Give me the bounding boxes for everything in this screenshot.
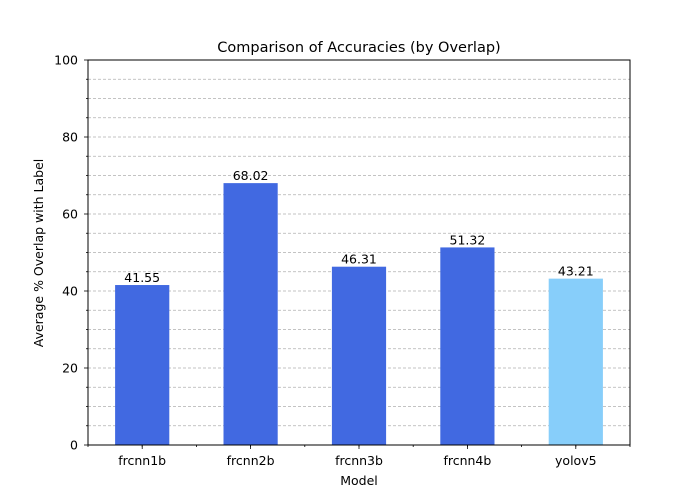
y-tick-label: 40: [62, 284, 78, 299]
y-tick-label: 60: [62, 207, 78, 222]
y-tick-label: 0: [70, 438, 78, 453]
y-axis-label: Average % Overlap with Label: [31, 159, 46, 347]
y-tick-label: 80: [62, 130, 78, 145]
data-label-frcnn2b: 68.02: [233, 168, 269, 183]
data-label-frcnn1b: 41.55: [124, 270, 160, 285]
x-axis-label: Model: [340, 473, 378, 488]
y-tick-label: 100: [54, 53, 78, 68]
x-tick-label-frcnn3b: frcnn3b: [335, 453, 383, 468]
x-tick-label-frcnn4b: frcnn4b: [443, 453, 491, 468]
bars: [115, 183, 603, 446]
labels: 0 20 40 60 80 100 41.55 frcnn1b 68.02 frcnn2b 46.3…: [54, 53, 596, 469]
bar-frcnn3b: [331, 266, 387, 445]
x-tick-label-frcnn2b: frcnn2b: [227, 453, 275, 468]
grid-lines: [88, 78, 630, 427]
bar-yolov5: [548, 278, 603, 445]
bar-frcnn4b: [440, 247, 495, 445]
bar-frcnn1b: [115, 285, 170, 445]
x-tick-label-frcnn1b: frcnn1b: [118, 453, 166, 468]
data-label-frcnn3b: 46.31: [341, 252, 377, 267]
x-tick-label-yolov5: yolov5: [555, 453, 597, 468]
y-tick-label: 20: [62, 361, 78, 376]
bar-frcnn2b: [223, 183, 278, 446]
chart-title: Comparison of Accuracies (by Overlap): [217, 40, 500, 56]
data-label-yolov5: 43.21: [558, 264, 594, 279]
ticks: [84, 59, 631, 449]
data-label-frcnn4b: 51.32: [450, 232, 486, 247]
